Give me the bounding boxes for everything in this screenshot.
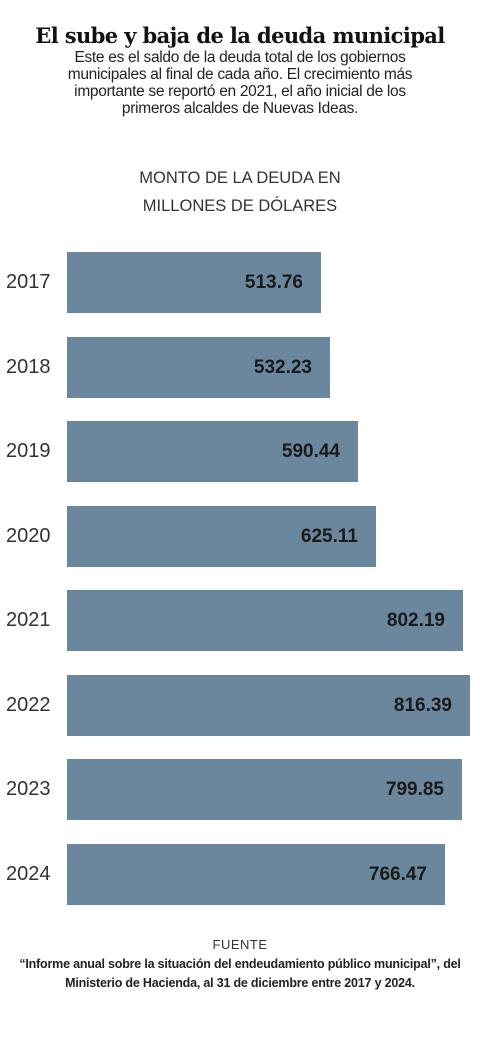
- bar-value-label: 625.11: [300, 526, 358, 547]
- bar-value-label: 816.39: [393, 695, 452, 716]
- axis-label-line1: MONTO DE LA DEUDA EN: [139, 169, 341, 187]
- bar-value-label: 532.23: [253, 357, 312, 378]
- bar-value-label: 766.47: [368, 864, 427, 885]
- axis-label-line2: MILLONES DE DÓLARES: [142, 197, 338, 215]
- bar-value-label: 590.44: [281, 441, 340, 462]
- year-label: 2017: [6, 271, 51, 293]
- axis-label: MONTO DE LA DEUDA EN MILLONES DE DÓLARES: [90, 164, 390, 220]
- bar: 816.39: [67, 675, 470, 736]
- year-label: 2019: [6, 440, 51, 462]
- source-label: FUENTE: [212, 937, 268, 952]
- source-text: “Informe anual sobre la situación del en…: [19, 957, 461, 990]
- bar: 802.19: [67, 590, 463, 651]
- year-label: 2020: [6, 525, 51, 547]
- bar: 799.85: [67, 759, 462, 820]
- year-label: 2024: [6, 863, 51, 885]
- chart-subtitle: Este es el saldo de la deuda total de lo…: [67, 49, 413, 117]
- bar-value-label: 802.19: [386, 610, 445, 631]
- year-label: 2023: [6, 778, 51, 800]
- year-label: 2018: [6, 356, 51, 378]
- bar-value-label: 799.85: [385, 779, 444, 800]
- bar: 513.76: [67, 252, 321, 313]
- bar: 766.47: [67, 844, 445, 905]
- year-label: 2022: [6, 694, 51, 716]
- chart-title: El sube y baja de la deuda municipal: [35, 23, 445, 48]
- year-label: 2021: [6, 609, 51, 631]
- bar: 532.23: [67, 337, 330, 398]
- bar: 590.44: [67, 421, 358, 482]
- bar: 625.11: [67, 506, 376, 567]
- bar-value-label: 513.76: [244, 272, 303, 293]
